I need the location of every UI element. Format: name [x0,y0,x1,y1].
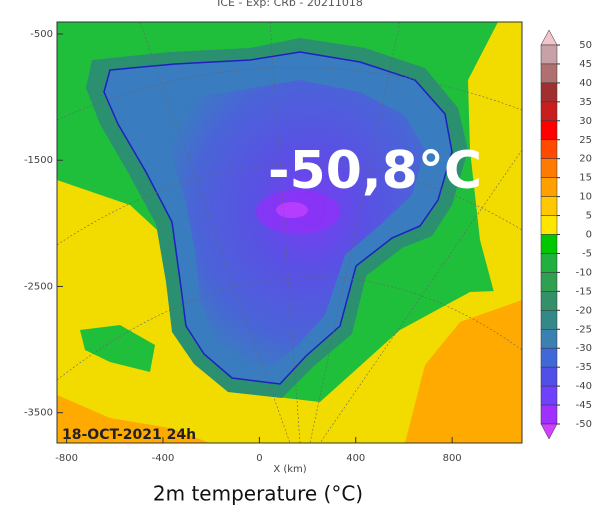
colorbar-band [540,291,558,311]
warm-region [468,22,522,300]
colorbar-band [540,63,558,84]
x-tick-label: -800 [55,453,78,464]
colorbar-band [540,404,558,425]
colorbar-label: -5 [582,248,592,259]
cold-core [276,202,308,218]
colorbar-label: -45 [576,400,592,411]
colorbar-label: -30 [576,343,592,354]
colorbar-band [540,366,558,387]
y-tick-label: -3500 [24,408,53,419]
colorbar-label: 10 [579,192,592,203]
x-tick-label: 800 [443,453,462,464]
colorbar-label: -20 [576,305,592,316]
colorbar-label: 50 [579,40,592,51]
cold-patch [80,325,155,372]
map: 18-OCT-2021 24h -50,8°C [57,22,522,443]
colorbar-label: 25 [579,135,592,146]
colorbar-label: 40 [579,78,592,89]
y-tick-label: -1500 [24,155,53,166]
colorbar-band [540,196,558,216]
colorbar-band [540,329,558,349]
colorbar-label: 20 [579,154,592,165]
colorbar-band [540,234,558,254]
colorbar-band [540,310,558,330]
x-tick-label: 0 [256,453,262,464]
date-label: 18-OCT-2021 24h [62,427,196,443]
warm-region [57,395,210,443]
colorbar-label: -50 [576,419,592,430]
y-tick-label: -2500 [24,281,53,292]
graticule [57,22,522,443]
warm-region [405,300,522,443]
colorbar-label: -15 [576,286,592,297]
x-tick-label: 400 [346,453,365,464]
colorbar-band [540,215,558,235]
colorbar-band [540,347,558,368]
colorbar-label: 5 [586,211,592,222]
colorbar-band [540,177,558,197]
x-tick-label: -400 [152,453,175,464]
colorbar-label: 30 [579,116,592,127]
colorbar-band [540,253,558,273]
colorbar-label: 15 [579,173,592,184]
colorbar-label: -10 [576,267,592,278]
colorbar-label: 0 [586,230,592,241]
colorbar-label: 35 [579,97,592,108]
colorbar-band [540,385,558,406]
colorbar-band [540,44,558,65]
colorbar-cap [540,29,558,46]
colorbar-label: -40 [576,381,592,392]
colorbar-band [540,158,558,178]
colorbar-label: -25 [576,324,592,335]
plot-frame [56,21,523,444]
colorbar-band [540,272,558,292]
x-axis-label: X (km) [273,464,306,475]
title: ICE - Exp: CRb - 20211018 [217,0,363,9]
colorbar-label: -35 [576,362,592,373]
colorbar-band [540,101,558,122]
warm-region [57,180,522,443]
annotation: -50,8°C [268,141,482,201]
y-tick-label: -500 [30,29,53,40]
colorbar-band [540,139,558,159]
colorbar-cap [540,423,558,440]
colorbar-label: 45 [579,59,592,70]
colorbar-band [540,120,558,141]
caption: 2m temperature (°C) [153,482,363,506]
colorbar-band [540,82,558,103]
